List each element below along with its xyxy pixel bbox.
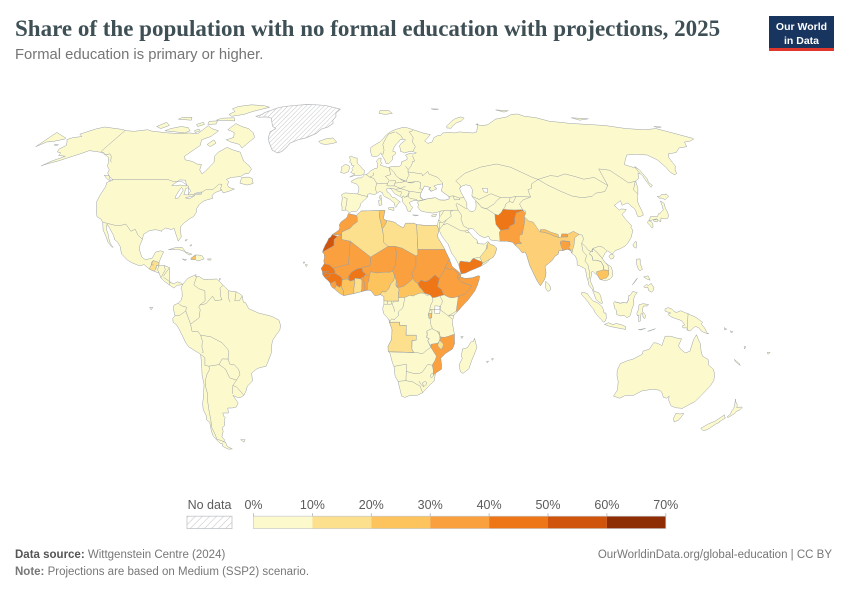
svg-text:60%: 60% <box>594 498 619 512</box>
svg-text:40%: 40% <box>477 498 502 512</box>
svg-text:70%: 70% <box>653 498 678 512</box>
svg-text:20%: 20% <box>359 498 384 512</box>
svg-text:30%: 30% <box>418 498 443 512</box>
svg-text:10%: 10% <box>300 498 325 512</box>
svg-text:50%: 50% <box>535 498 560 512</box>
svg-text:No data: No data <box>188 498 232 512</box>
svg-text:0%: 0% <box>244 498 262 512</box>
